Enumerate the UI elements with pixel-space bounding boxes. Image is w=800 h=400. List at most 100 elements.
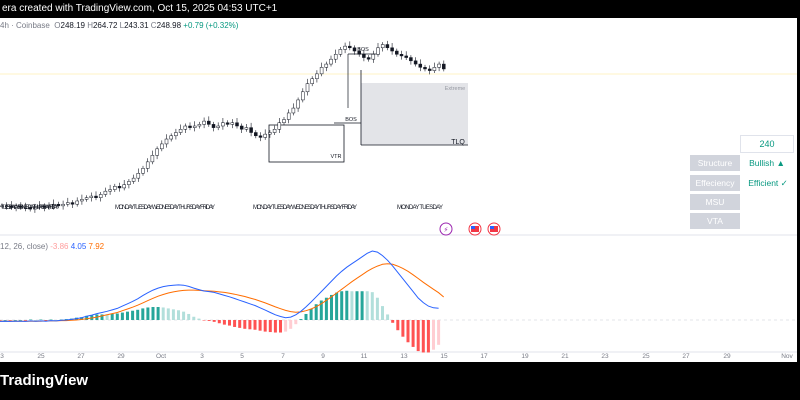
extreme-label: Extreme xyxy=(445,86,465,92)
candle-body xyxy=(390,47,394,52)
time-axis-tick: 27 xyxy=(682,353,690,360)
histogram-bar xyxy=(18,320,22,321)
time-axis[interactable]: 3 25 27 29 Oct 3 5 7 9 11 13 15 17 19 21 23 25 27 29 Nov xyxy=(0,353,793,360)
histogram-bar xyxy=(243,320,247,329)
candle-body xyxy=(169,135,173,140)
price-chart[interactable]: Extreme TLQ BOS BOS VTR TUESDAY WEDNESDA… xyxy=(0,18,797,362)
histogram-bar xyxy=(294,320,298,325)
extreme-zone[interactable] xyxy=(361,83,468,145)
histogram-bar xyxy=(268,320,272,333)
time-axis-tick: 21 xyxy=(561,353,569,360)
time-axis-tick: 29 xyxy=(117,353,125,360)
candle-body xyxy=(404,55,408,58)
histogram-bar xyxy=(171,309,175,320)
candle-body xyxy=(94,195,98,198)
histogram-bar xyxy=(126,311,129,320)
histogram-bar xyxy=(360,291,364,320)
candle-body xyxy=(23,207,28,209)
candle-body xyxy=(174,132,178,137)
candle-body xyxy=(42,205,47,208)
candle-body xyxy=(277,122,282,130)
candle-body xyxy=(75,200,79,205)
candle-body xyxy=(141,168,145,174)
candle-body xyxy=(352,47,357,52)
chart-title: era created with TradingView.com, Oct 15… xyxy=(2,3,278,14)
candle-body xyxy=(51,203,56,207)
candle-body xyxy=(362,54,366,58)
histogram-bar xyxy=(273,320,277,333)
candle-body xyxy=(28,207,32,210)
candles-series[interactable] xyxy=(0,40,446,213)
time-axis-tick: 5 xyxy=(240,353,244,360)
histogram-bar xyxy=(136,309,140,320)
candle-body xyxy=(98,194,103,198)
candle-body xyxy=(183,125,188,130)
close-value: 248.98 xyxy=(156,21,182,30)
footer-bar xyxy=(0,362,800,400)
vtr-box[interactable] xyxy=(268,124,345,163)
histogram-bar xyxy=(44,320,48,321)
histogram-bar xyxy=(350,291,354,320)
histogram-bar xyxy=(59,319,63,321)
weekday-group-4: MONDAY TUESDAY xyxy=(397,205,443,211)
candle-body xyxy=(84,197,89,200)
candle-body xyxy=(230,122,235,125)
histogram-bar xyxy=(432,320,435,350)
histogram-bar xyxy=(100,314,104,320)
lightning-event-icon[interactable] xyxy=(439,222,453,236)
candle-body xyxy=(66,202,70,205)
candle-body xyxy=(319,67,324,75)
candle-body xyxy=(413,60,418,65)
efficiency-value: Efficient ✓ xyxy=(748,178,788,188)
candle-body xyxy=(164,138,169,145)
candle-body xyxy=(197,124,202,127)
time-axis-tick: 3 xyxy=(0,353,4,360)
histogram-bar xyxy=(177,310,180,320)
us-flag-canton-2 xyxy=(490,226,494,229)
candle-body xyxy=(348,45,352,49)
candle-body xyxy=(221,122,225,127)
candle-body xyxy=(33,207,37,210)
histogram-bar xyxy=(197,318,201,320)
time-axis-tick: 25 xyxy=(642,353,650,360)
candle-body xyxy=(305,83,310,93)
histogram-bar xyxy=(258,320,262,331)
candle-body xyxy=(211,124,216,128)
candle-body xyxy=(366,57,371,60)
indicator-legend[interactable]: 12, 26, close) -3.86 4.05 7.92 xyxy=(0,242,104,251)
price-scale-strip[interactable] xyxy=(797,18,800,362)
candle-body xyxy=(254,132,258,137)
candle-body xyxy=(282,119,286,123)
tradingview-logo: TradingView xyxy=(0,372,89,389)
candle-body xyxy=(371,54,376,60)
histogram-bar xyxy=(29,319,33,321)
candle-body xyxy=(380,44,385,49)
candle-body xyxy=(131,177,136,182)
histogram-bar xyxy=(330,294,333,320)
histogram-bar xyxy=(0,320,2,321)
histogram-bar xyxy=(187,313,191,320)
candle-body xyxy=(272,129,277,133)
candle-body xyxy=(113,186,117,190)
histogram-bar xyxy=(324,297,328,320)
histogram-bar xyxy=(289,320,293,329)
histogram-bar xyxy=(416,320,420,352)
candle-body xyxy=(395,50,399,55)
time-axis-tick: 17 xyxy=(480,353,488,360)
candle-body xyxy=(80,199,84,202)
histogram-bar xyxy=(151,307,155,320)
candle-body xyxy=(310,78,314,84)
structure-value: Bullish ▲ xyxy=(749,158,785,168)
candle-body xyxy=(427,68,432,71)
candle-body xyxy=(239,125,244,130)
histogram-bar xyxy=(217,320,221,324)
candle-body xyxy=(442,63,446,70)
histogram-bar xyxy=(355,291,359,320)
candle-body xyxy=(324,63,329,68)
candle-body xyxy=(122,184,126,189)
candle-body xyxy=(263,133,267,138)
macd-histogram xyxy=(0,290,441,353)
efficiency-label: Effeciency xyxy=(690,175,740,191)
histogram-bar xyxy=(54,320,58,321)
histogram-bar xyxy=(8,320,12,321)
